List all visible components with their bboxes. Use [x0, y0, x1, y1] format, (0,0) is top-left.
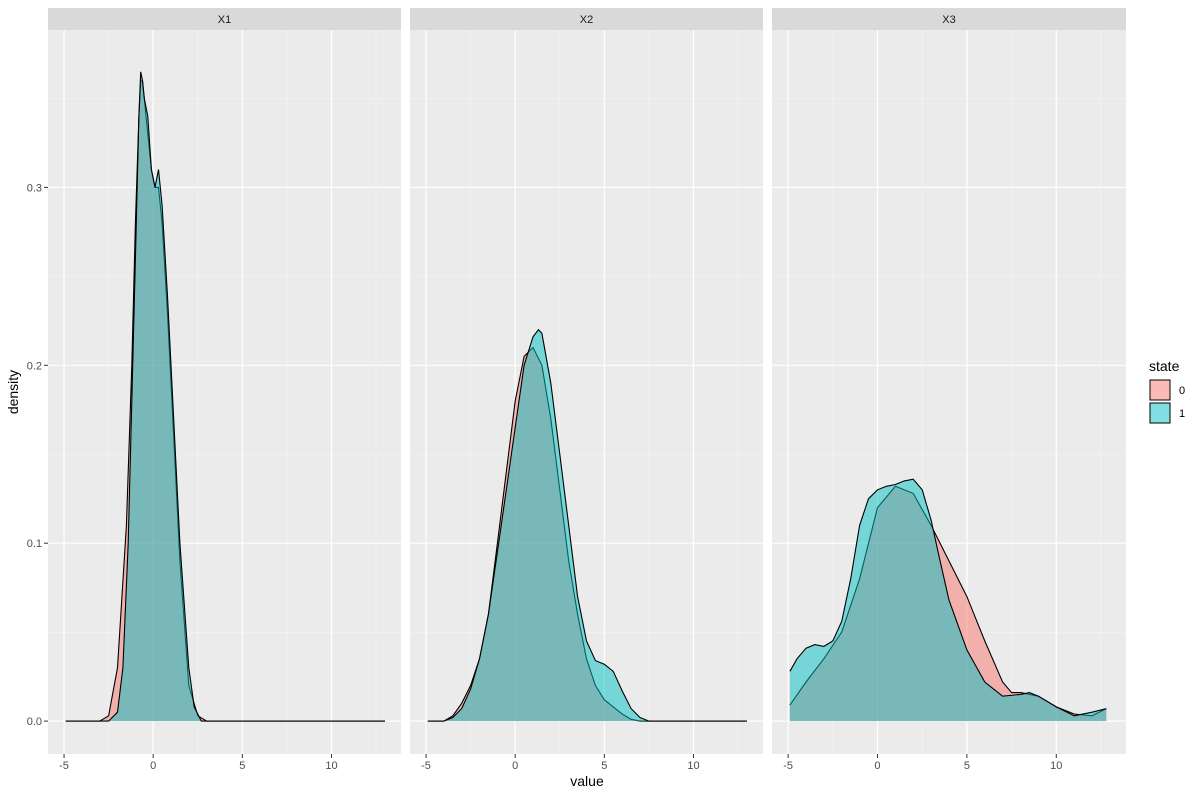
y-axis-title: density	[5, 370, 21, 414]
x-tick-label: 10	[325, 760, 337, 772]
facet-strip	[772, 8, 1126, 30]
density-line-state-1	[65, 71, 385, 722]
facet-strip-label: X2	[580, 14, 593, 26]
x-tick-label: 0	[150, 760, 156, 772]
density-area-state-1	[427, 329, 747, 722]
x-tick-label: 0	[874, 760, 880, 772]
legend-key-1	[1149, 402, 1171, 424]
x-tick-label: -5	[421, 760, 431, 772]
density-area-state-1	[65, 71, 386, 722]
x-tick-label: 5	[964, 760, 970, 772]
x-tick-label: 10	[687, 760, 699, 772]
x-tick-label: -5	[59, 760, 69, 772]
legend-title: state	[1149, 358, 1180, 374]
legend-key-0	[1149, 379, 1171, 401]
legend-label: 1	[1179, 408, 1185, 420]
y-tick-label: 0.3	[27, 182, 42, 194]
facet-strip	[410, 8, 763, 30]
legend: state 0 1	[1149, 358, 1185, 424]
x-tick-label: 5	[239, 760, 245, 772]
facet-strip-label: X3	[942, 14, 955, 26]
facet-strip-label: X1	[218, 14, 231, 26]
density-line-state-1	[789, 478, 1107, 717]
x-tick-label: 10	[1050, 760, 1062, 772]
x-axis-title: value	[570, 773, 604, 789]
density-line-state-1	[427, 328, 747, 722]
legend-label: 0	[1179, 385, 1185, 397]
x-tick-label: -5	[783, 760, 793, 772]
y-tick-label: 0.2	[27, 360, 42, 372]
panel-background	[48, 30, 401, 754]
y-tick-label: 0.0	[27, 716, 42, 728]
y-tick-label: 0.1	[27, 538, 42, 550]
x-tick-label: 0	[512, 760, 518, 772]
density-area-state-1	[789, 479, 1107, 722]
facet-strip	[48, 8, 401, 30]
panel-background	[410, 30, 763, 754]
x-tick-label: 5	[601, 760, 607, 772]
